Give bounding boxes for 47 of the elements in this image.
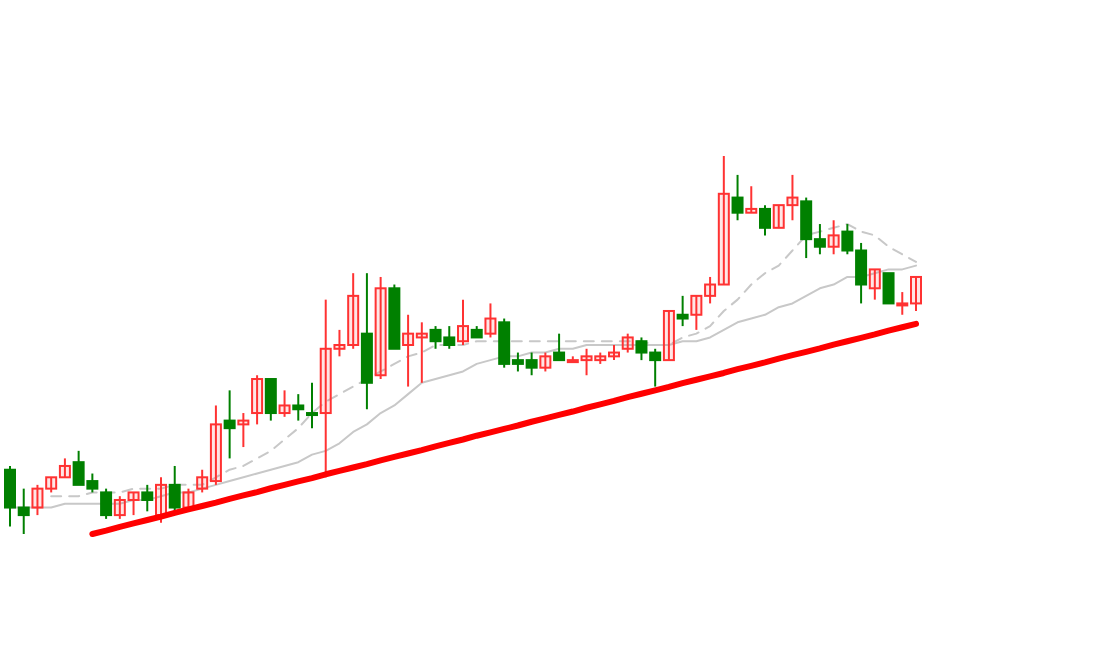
candlestick <box>910 275 922 312</box>
candlestick <box>594 351 607 365</box>
candlestick <box>347 272 360 350</box>
candlestick <box>306 381 318 430</box>
candlestick <box>127 491 140 517</box>
candlestick <box>621 332 634 354</box>
candlestick <box>141 483 154 513</box>
candlestick <box>374 275 387 381</box>
candlestick <box>292 393 305 422</box>
candlestick <box>745 185 758 214</box>
candlestick <box>676 294 689 328</box>
candlestick <box>333 328 346 358</box>
candlestick <box>223 389 236 460</box>
candlestick <box>882 272 895 305</box>
candlestick <box>100 487 113 520</box>
candlestick <box>168 464 181 513</box>
candlestick <box>45 476 58 494</box>
candlestick <box>868 268 881 301</box>
candlestick <box>155 476 167 524</box>
candlestick <box>608 344 620 362</box>
candlestick <box>662 309 675 362</box>
candlestick <box>553 332 566 362</box>
candlestick <box>759 204 771 237</box>
candlestick <box>402 313 415 388</box>
candlestick <box>264 378 277 422</box>
candlestick <box>209 404 222 486</box>
candlestick <box>484 302 497 339</box>
candlestick <box>237 412 250 449</box>
candlestick <box>566 355 579 364</box>
candlestick <box>31 483 44 517</box>
candlestick <box>539 351 552 373</box>
candlestick <box>580 347 593 377</box>
candlestick <box>827 219 840 256</box>
candlestick <box>690 294 703 331</box>
candlestick <box>196 468 209 494</box>
candlestick <box>786 173 799 222</box>
candlestick <box>415 321 428 384</box>
candlestick <box>457 298 469 346</box>
candlestick <box>772 204 785 229</box>
candlestick <box>251 374 264 426</box>
candlestick <box>731 173 744 222</box>
candlestick <box>113 495 126 520</box>
candlestick <box>278 389 291 418</box>
candlestick <box>704 275 717 305</box>
candlestick <box>58 457 71 479</box>
candlestick <box>896 291 909 316</box>
candlestick <box>717 155 730 286</box>
